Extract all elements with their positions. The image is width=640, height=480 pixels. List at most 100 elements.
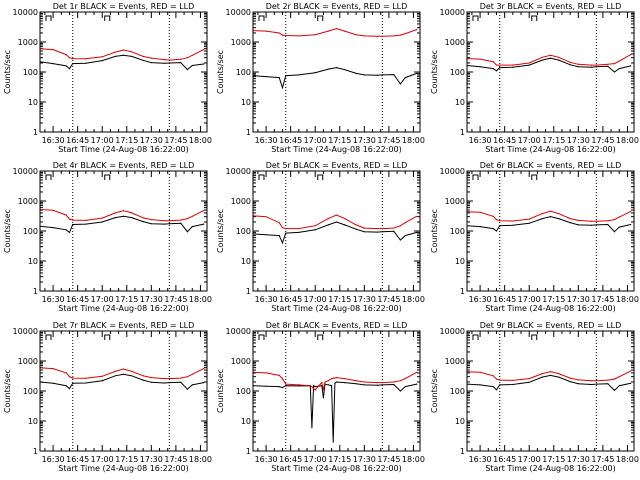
events-data-point (355, 383, 357, 385)
events-data-point (577, 383, 579, 385)
events-data-point (399, 239, 401, 241)
events-data-point (65, 229, 67, 231)
events-data-point (335, 221, 338, 223)
events-data-point (393, 74, 395, 76)
x-tick-label: 16:30 (42, 455, 65, 464)
lld-data-point (142, 55, 144, 58)
events-data-point (363, 231, 365, 233)
events-data-point (65, 65, 67, 67)
lld-data-point (335, 214, 338, 216)
events-data-point (577, 224, 579, 226)
lld-data-point (285, 228, 287, 230)
y-axis-label: Counts/sec (3, 209, 12, 253)
x-axis-label: Start Time (24-Aug-08 16:22:00) (485, 464, 616, 473)
y-tick-label: 10000 (13, 327, 38, 336)
events-data-point (101, 221, 103, 223)
x-tick-label: 16:30 (469, 136, 492, 145)
events-data-point (381, 74, 383, 76)
lld-series-line (466, 210, 631, 222)
lld-data-point (558, 213, 560, 215)
events-data-point (314, 72, 316, 74)
events-data-point (52, 227, 54, 229)
lld-data-point (590, 64, 593, 66)
lld-data-point (68, 218, 71, 220)
lld-data-point (528, 62, 530, 64)
x-tick-label: 17:30 (567, 136, 590, 145)
lld-data-point (68, 57, 71, 59)
detector-panel: Det 9r BLACK = Events, RED = LLD Counts/s… (430, 321, 639, 473)
lld-data-point (541, 213, 543, 215)
plot-frame (39, 170, 208, 292)
events-data-point (281, 387, 284, 389)
lld-data-point (186, 218, 188, 220)
lld-data-point (85, 377, 87, 379)
x-tick-label: 17:15 (328, 136, 351, 145)
lld-data-point (142, 217, 144, 219)
events-data-point (479, 226, 481, 228)
events-data-point (65, 385, 67, 387)
x-tick-label: 17:45 (164, 295, 187, 304)
y-tick-label: 1 (460, 287, 465, 296)
y-tick-label: 10 (241, 417, 251, 426)
y-tick-label: 100 (450, 227, 465, 236)
lld-data-point (495, 378, 498, 380)
lld-data-point (479, 58, 481, 60)
lld-data-point (607, 63, 609, 65)
y-axis-label: Counts/sec (216, 369, 225, 413)
state-marker-icon (258, 174, 265, 180)
lld-data-point (191, 54, 193, 56)
lld-data-point (399, 34, 401, 36)
lld-data-point (613, 219, 616, 221)
x-tick-label: 17:45 (591, 136, 614, 145)
state-marker-icon (104, 15, 111, 21)
events-data-point (393, 383, 395, 386)
events-data-point (630, 223, 632, 226)
x-tick-label: 17:00 (518, 295, 541, 304)
events-data-point (344, 224, 346, 226)
events-data-point (72, 382, 74, 384)
events-data-point (150, 62, 152, 64)
events-data-point (265, 76, 267, 78)
events-data-point (381, 384, 383, 386)
state-marker-icon (104, 174, 111, 180)
y-tick-label: 100 (23, 227, 38, 236)
x-tick-label: 17:45 (164, 136, 187, 145)
events-data-point (512, 66, 514, 68)
x-tick-label: 16:45 (493, 136, 516, 145)
x-tick-label: 17:30 (140, 136, 163, 145)
lld-data-point (630, 210, 632, 212)
lld-data-point (355, 380, 357, 382)
lld-series-line (39, 48, 204, 61)
detector-panel: Det 4r BLACK = Events, RED = LLD Counts/s… (3, 161, 212, 313)
x-tick-label: 18:00 (616, 455, 639, 464)
events-data-point (512, 383, 514, 386)
lld-data-point (577, 63, 579, 65)
panel-title: Det 6r BLACK = Events, RED = LLD (480, 161, 622, 170)
detector-panel: Det 7r BLACK = Events, RED = LLD Counts/s… (3, 321, 212, 473)
events-data-point (68, 231, 71, 233)
x-tick-label: 16:30 (469, 295, 492, 304)
lld-data-point (381, 382, 383, 384)
lld-data-point (618, 376, 620, 378)
lld-series-line (466, 370, 631, 382)
lld-series-line (252, 28, 417, 37)
lld-data-point (399, 225, 401, 227)
lld-data-point (492, 375, 494, 377)
lld-data-point (355, 34, 357, 36)
y-tick-label: 1000 (445, 357, 465, 366)
lld-data-point (163, 378, 165, 380)
events-data-point (569, 222, 571, 224)
x-tick-label: 16:45 (279, 455, 302, 464)
state-marker-icon (258, 334, 265, 340)
lld-data-point (344, 218, 346, 220)
events-series-line (466, 216, 631, 233)
state-marker-icon (472, 174, 479, 180)
lld-data-point (416, 215, 418, 217)
events-data-point (298, 385, 300, 387)
lld-data-point (191, 373, 193, 375)
events-data-point (499, 384, 501, 386)
events-data-point (607, 383, 609, 385)
x-tick-label: 16:45 (493, 455, 516, 464)
lld-data-point (122, 368, 125, 370)
events-data-point (285, 385, 287, 387)
